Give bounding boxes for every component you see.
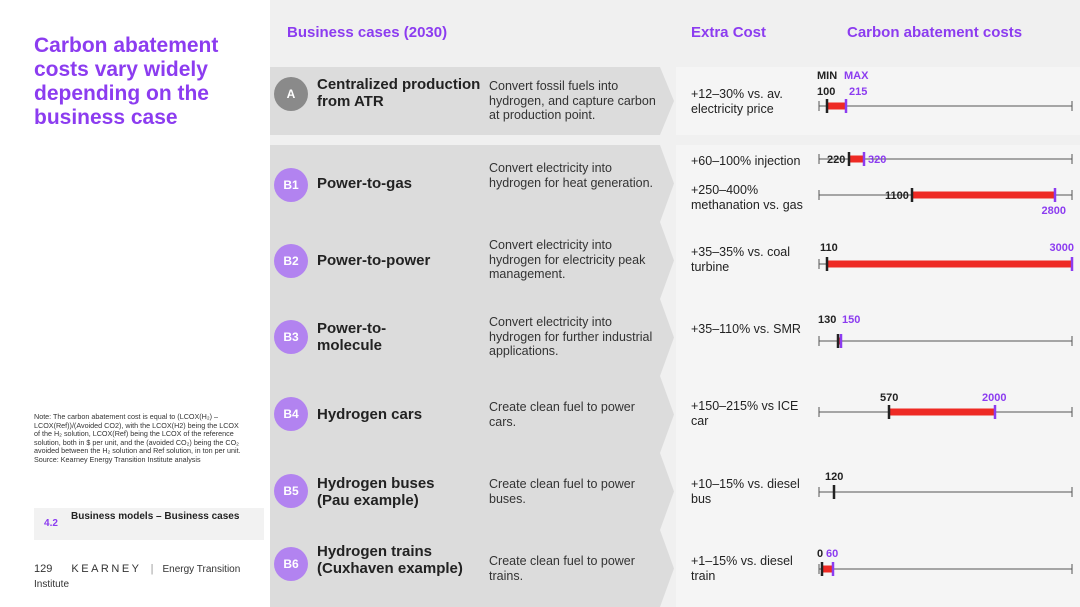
case-name-b3: Power-to-molecule: [317, 320, 387, 354]
section-tag[interactable]: 4.2 Business models – Business cases: [34, 508, 264, 540]
extra-cost-b5: +10–15% vs. diesel bus: [691, 477, 800, 506]
case-desc-b1: Convert electricity into hydrogen for he…: [489, 161, 654, 190]
case-desc-b3: Convert electricity into hydrogen for fu…: [489, 315, 653, 358]
case-desc-b4: Create clean fuel to power cars.: [489, 400, 635, 429]
left-panel: Carbon abatement costs vary widely depen…: [0, 0, 270, 607]
extra-cost-b6: +1–15% vs. diesel train: [691, 554, 793, 583]
slide-title: Carbon abatement costs vary widely depen…: [34, 34, 219, 129]
case-name-a: Centralized production from ATR: [317, 76, 481, 110]
case-desc-b6: Create clean fuel to power trains.: [489, 554, 635, 583]
row-band-b1: [270, 145, 1080, 222]
case-name-b5: Hydrogen buses (Pau example): [317, 475, 435, 509]
extra-cost-b1-injection: +60–100% injection: [691, 154, 801, 168]
case-badge-b6: B6: [274, 547, 308, 581]
case-name-b1: Power-to-gas: [317, 175, 413, 192]
footnote: Note: The carbon abatement cost is equal…: [34, 412, 241, 464]
row-band-b3: [270, 299, 1080, 376]
case-badge-a: A: [274, 77, 308, 111]
case-name-b6: Hydrogen trains (Cuxhaven example): [317, 543, 463, 577]
case-desc-a: Convert fossil fuels into hydrogen, and …: [489, 79, 656, 122]
page-number: 129: [34, 563, 53, 575]
footer-separator: |: [150, 563, 154, 575]
case-desc-b2: Convert electricity into hydrogen for el…: [489, 238, 646, 281]
header-extra-cost: Extra Cost: [691, 24, 767, 41]
extra-cost-a: +12–30% vs. av. electricity price: [691, 87, 783, 116]
case-name-b4: Hydrogen cars: [317, 406, 423, 423]
case-badge-b2: B2: [274, 244, 308, 278]
section-number: 4.2: [44, 518, 58, 529]
row-band-a: [270, 67, 1080, 135]
case-badge-b3: B3: [274, 320, 308, 354]
case-desc-b5: Create clean fuel to power buses.: [489, 477, 635, 506]
case-badge-b4: B4: [274, 397, 308, 431]
case-badge-b1: B1: [274, 168, 308, 202]
extra-cost-b1-methanation: +250–400% methanation vs. gas: [691, 183, 803, 212]
extra-cost-b3: +35–110% vs. SMR: [691, 322, 801, 336]
institute-name: Energy Transition Institute: [34, 564, 241, 590]
footer: 129 KEARNEY | Energy Transition Institut…: [34, 562, 270, 590]
extra-cost-b2: +35–35% vs. coal turbine: [691, 245, 791, 274]
case-badge-b5: B5: [274, 474, 308, 508]
section-label: Business models – Business cases: [71, 511, 240, 522]
extra-cost-b4: +150–215% vs ICE car: [691, 399, 799, 428]
case-name-b2: Power-to-power: [317, 252, 431, 269]
row-band-b4: [270, 376, 1080, 453]
header-abatement-costs: Carbon abatement costs: [847, 24, 1023, 41]
brand-logo: KEARNEY: [71, 563, 142, 575]
header-business-cases: Business cases (2030): [287, 24, 448, 41]
